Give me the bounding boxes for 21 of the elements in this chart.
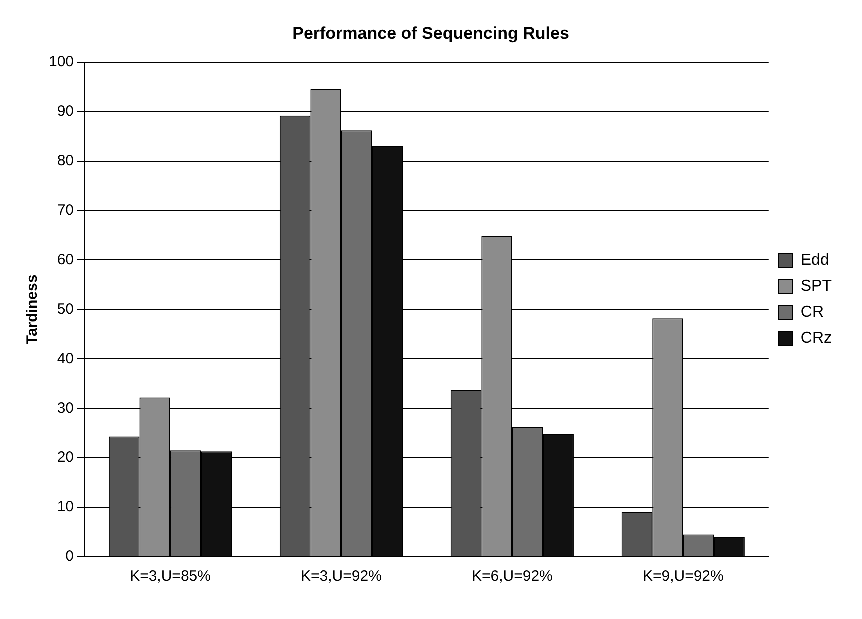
x-tick-label: K=6,U=92% xyxy=(472,568,553,586)
y-tick-label: 30 xyxy=(57,400,74,417)
x-tick-label: K=3,U=92% xyxy=(301,568,382,586)
y-tick-label: 20 xyxy=(57,449,74,466)
y-tick-label: 60 xyxy=(57,251,74,268)
chart-title: Performance of Sequencing Rules xyxy=(292,24,570,43)
y-tick-label: 80 xyxy=(57,152,74,170)
y-tick-label: 40 xyxy=(57,350,74,368)
y-axis-title: Tardiness xyxy=(24,274,42,345)
x-tick-label: K=3,U=85% xyxy=(130,568,211,586)
y-tick-label: 100 xyxy=(48,54,74,71)
y-tick-label: 10 xyxy=(57,498,74,516)
y-tick-label: 90 xyxy=(57,103,74,120)
y-tick-label: 0 xyxy=(66,548,74,566)
x-tick-label: K=9,U=92% xyxy=(642,568,724,586)
legend-label: Edd xyxy=(800,252,830,269)
y-tick-label: 50 xyxy=(57,300,74,318)
y-tick-label: 70 xyxy=(57,202,74,219)
legend-label: CR xyxy=(800,304,824,321)
legend-label: CRz xyxy=(800,330,832,347)
legend-label: SPT xyxy=(800,278,832,295)
